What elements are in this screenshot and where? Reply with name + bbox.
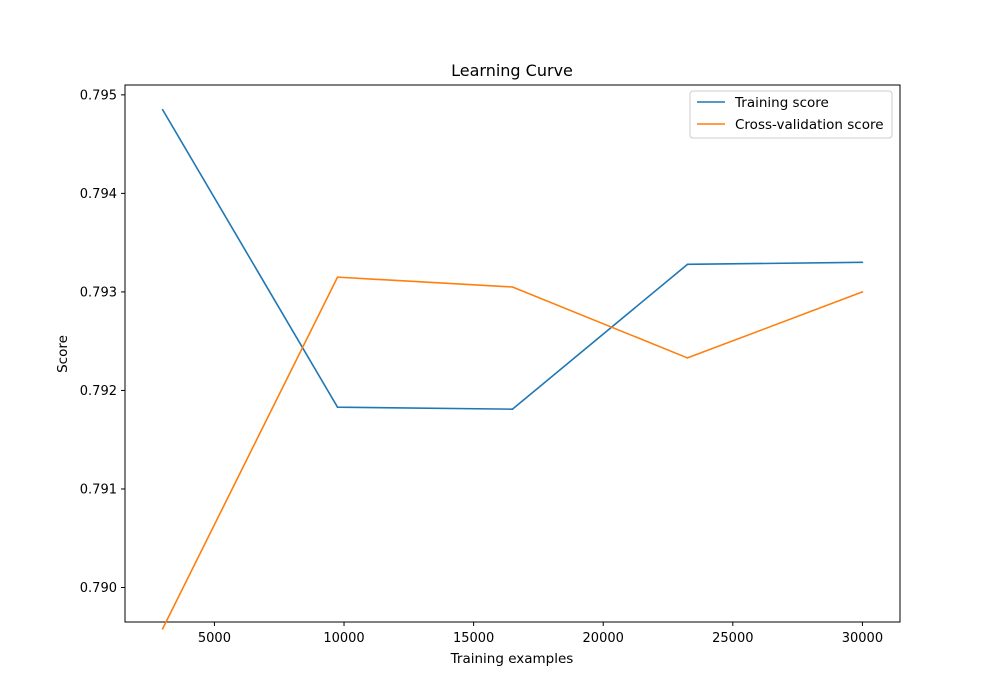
legend-label-training-score: Training score [734,95,829,111]
x-tick-label: 5000 [198,631,231,646]
x-tick-label: 30000 [842,631,883,646]
x-axis-label: Training examples [450,651,574,667]
legend: Training score Cross-validation score [689,90,893,139]
series-layer [161,108,864,630]
x-tick-label: 10000 [323,631,364,646]
y-tick-label: 0.795 [80,88,117,103]
data-point-cross-validation-score [336,276,339,278]
plot-area [124,84,901,623]
data-point-training-score [511,408,514,410]
data-point-cross-validation-score [861,291,864,293]
y-tick-label: 0.792 [80,384,117,399]
y-tick-label: 0.793 [80,285,117,300]
data-point-cross-validation-score [161,628,164,630]
y-axis-label: Score [55,335,71,373]
chart-title: Learning Curve [451,61,573,80]
data-point-training-score [336,406,339,409]
y-tick-label: 0.790 [80,581,117,596]
x-axis-ticks: 5000 10000 15000 20000 25000 30000 [198,622,883,646]
data-point-cross-validation-score [686,357,689,359]
y-axis-ticks: 0.790 0.791 0.792 0.793 0.794 0.795 [80,88,125,596]
data-point-training-score [686,263,689,266]
legend-label-cross-validation-score: Cross-validation score [735,117,884,133]
x-tick-label: 15000 [453,631,494,646]
data-point-training-score [161,108,164,111]
x-tick-label: 20000 [583,631,624,646]
data-point-training-score [861,261,864,264]
legend-box [689,90,893,139]
y-tick-label: 0.794 [80,187,117,202]
x-tick-label: 25000 [712,631,753,646]
y-tick-label: 0.791 [80,482,117,497]
axes-frame [124,84,901,623]
data-point-cross-validation-score [511,286,514,288]
